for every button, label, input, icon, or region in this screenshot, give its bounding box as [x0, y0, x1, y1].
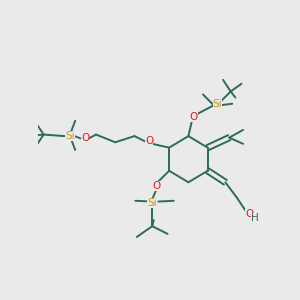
Text: O: O: [245, 209, 254, 219]
Text: O: O: [81, 133, 89, 142]
Text: H: H: [251, 213, 259, 223]
Text: O: O: [153, 181, 161, 191]
Text: Si: Si: [66, 131, 75, 141]
Text: Si: Si: [147, 198, 157, 208]
Text: O: O: [145, 136, 153, 146]
Text: O: O: [190, 112, 198, 122]
Text: Si: Si: [213, 99, 223, 109]
